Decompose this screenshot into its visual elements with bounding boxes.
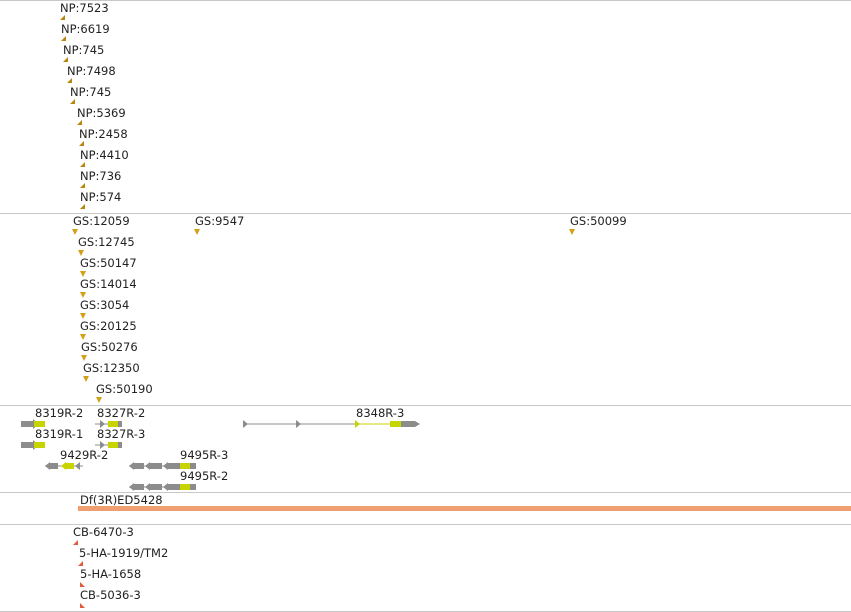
gs-insertion-marker[interactable] [569,229,575,235]
np-insertion-label[interactable]: NP:5369 [77,106,126,120]
gs-insertion-label[interactable]: GS:14014 [80,277,137,291]
gs-insertion-marker[interactable] [81,355,87,361]
gene-model-label[interactable]: 8348R-3 [356,406,405,420]
track-separator [0,524,851,525]
np-insertion-label[interactable]: NP:2458 [79,127,128,141]
gs-insertion-label[interactable]: GS:12059 [73,214,130,228]
gs-insertion-marker[interactable] [80,271,86,277]
gs-insertion-label[interactable]: GS:50099 [570,214,627,228]
gs-insertion-marker[interactable] [80,292,86,298]
gs-insertion-marker[interactable] [80,334,86,340]
track-separator [0,213,851,214]
deficiency-label[interactable]: Df(3R)ED5428 [80,493,163,507]
np-insertion-marker[interactable] [80,162,85,167]
deficiency-bar[interactable] [78,506,851,511]
np-insertion-label[interactable]: NP:745 [70,85,112,99]
gs-insertion-label[interactable]: GS:20125 [80,319,137,333]
gene-model-label[interactable]: 9495R-3 [180,448,229,462]
np-insertion-label[interactable]: NP:736 [80,169,122,183]
gs-insertion-label[interactable]: GS:12350 [83,361,140,375]
gs-insertion-label[interactable]: GS:3054 [80,298,130,312]
gs-insertion-marker[interactable] [96,397,102,403]
stock-insertion-marker[interactable] [73,540,78,545]
gene-model-label[interactable]: 8327R-2 [97,406,146,420]
gene-model-glyph[interactable] [243,420,420,428]
gene-model-label[interactable]: 9495R-2 [180,469,229,483]
track-separator [0,492,851,493]
gs-insertion-marker[interactable] [194,229,200,235]
gene-model-glyph[interactable] [129,462,196,470]
gs-insertion-label[interactable]: GS:9547 [195,214,245,228]
gene-model-label[interactable]: 8327R-3 [97,427,146,441]
np-insertion-marker[interactable] [80,183,85,188]
np-insertion-marker[interactable] [79,141,84,146]
np-insertion-label[interactable]: NP:574 [80,190,122,204]
stock-insertion-marker[interactable] [78,561,83,566]
np-insertion-label[interactable]: NP:7523 [60,1,109,15]
gs-insertion-marker[interactable] [78,250,84,256]
np-insertion-marker[interactable] [67,78,72,83]
track-separator [0,0,851,1]
np-insertion-marker[interactable] [61,36,66,41]
np-insertion-marker[interactable] [63,57,68,62]
gene-model-glyph[interactable] [95,441,122,449]
np-insertion-marker[interactable] [60,15,65,20]
gene-model-glyph[interactable] [21,419,45,429]
gs-insertion-marker[interactable] [80,313,86,319]
gene-model-label[interactable]: 8319R-2 [35,406,84,420]
stock-insertion-label[interactable]: 5-HA-1919/TM2 [79,546,169,560]
np-insertion-label[interactable]: NP:745 [63,43,105,57]
np-insertion-label[interactable]: NP:6619 [61,22,110,36]
gs-insertion-label[interactable]: GS:50147 [80,256,137,270]
track-separator [0,405,851,406]
gs-insertion-marker[interactable] [83,376,89,382]
stock-insertion-label[interactable]: 5-HA-1658 [80,567,142,581]
np-insertion-label[interactable]: NP:7498 [67,64,116,78]
gene-model-label[interactable]: 9429R-2 [60,448,109,462]
stock-insertion-label[interactable]: CB-5036-3 [80,588,141,602]
np-insertion-label[interactable]: NP:4410 [80,148,129,162]
gs-insertion-marker[interactable] [72,229,78,235]
stock-insertion-label[interactable]: CB-6470-3 [73,525,134,539]
gene-model-glyph[interactable] [21,440,45,450]
np-insertion-marker[interactable] [80,204,85,209]
gs-insertion-label[interactable]: GS:50276 [81,340,138,354]
stock-insertion-marker[interactable] [80,603,85,608]
stock-insertion-marker[interactable] [80,582,85,587]
gs-insertion-label[interactable]: GS:12745 [78,235,135,249]
np-insertion-marker[interactable] [77,120,82,125]
np-insertion-marker[interactable] [70,99,75,104]
gene-model-label[interactable]: 8319R-1 [35,427,84,441]
gene-model-glyph[interactable] [129,483,196,491]
gs-insertion-label[interactable]: GS:50190 [96,382,153,396]
gene-model-glyph[interactable] [45,462,83,470]
gene-model-glyph[interactable] [95,420,122,428]
